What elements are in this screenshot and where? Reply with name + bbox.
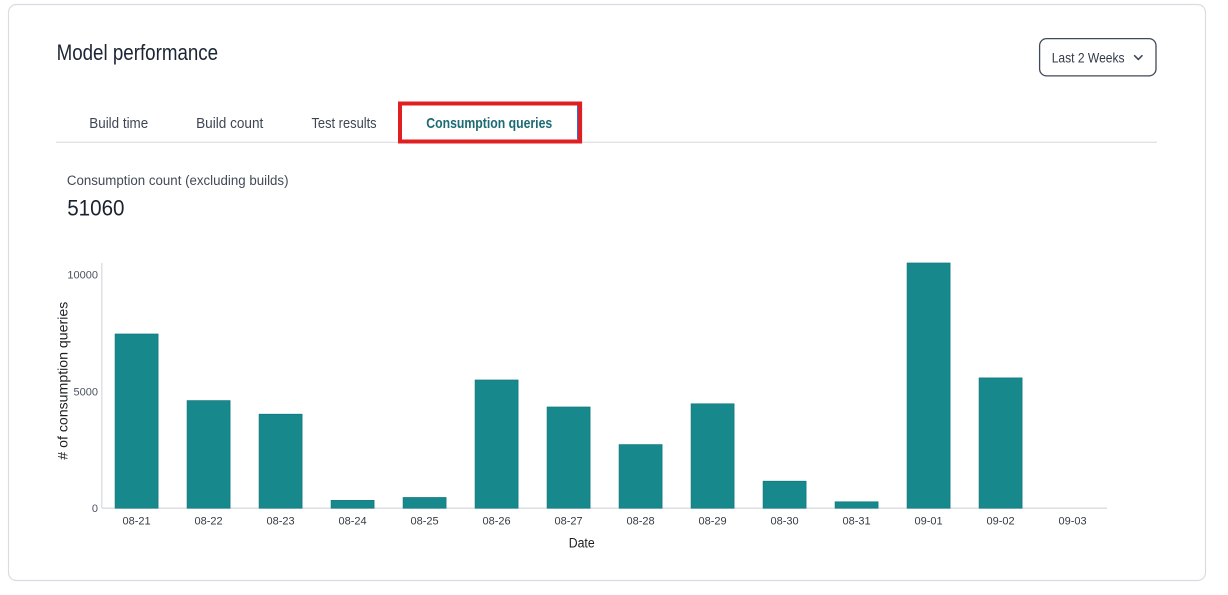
svg-text:08-28: 08-28 (627, 516, 655, 528)
svg-text:08-29: 08-29 (699, 516, 727, 528)
svg-text:0: 0 (92, 503, 98, 515)
svg-text:Build count: Build count (196, 115, 264, 132)
svg-text:10000: 10000 (67, 270, 98, 282)
svg-text:08-25: 08-25 (411, 516, 439, 528)
svg-text:08-21: 08-21 (123, 516, 151, 528)
svg-text:5000: 5000 (74, 387, 98, 399)
svg-text:08-22: 08-22 (195, 516, 223, 528)
svg-text:Model performance: Model performance (57, 40, 219, 65)
svg-text:09-02: 09-02 (987, 516, 1015, 528)
svg-text:Date: Date (569, 535, 595, 550)
svg-text:08-24: 08-24 (339, 516, 367, 528)
svg-text:51060: 51060 (67, 196, 124, 221)
svg-text:08-26: 08-26 (483, 516, 511, 528)
svg-text:09-01: 09-01 (915, 516, 943, 528)
svg-text:Build time: Build time (89, 115, 148, 132)
svg-text:Test results: Test results (312, 115, 377, 132)
svg-text:Last 2 Weeks: Last 2 Weeks (1052, 50, 1125, 66)
svg-text:Consumption count (excluding b: Consumption count (excluding builds) (67, 173, 289, 188)
svg-text:08-30: 08-30 (771, 516, 799, 528)
svg-text:Consumption queries: Consumption queries (426, 115, 552, 132)
svg-text:09-03: 09-03 (1059, 516, 1087, 528)
svg-text:08-23: 08-23 (267, 516, 295, 528)
svg-text:# of consumption queries: # of consumption queries (56, 301, 71, 459)
svg-text:08-27: 08-27 (555, 516, 583, 528)
svg-text:08-31: 08-31 (843, 516, 871, 528)
